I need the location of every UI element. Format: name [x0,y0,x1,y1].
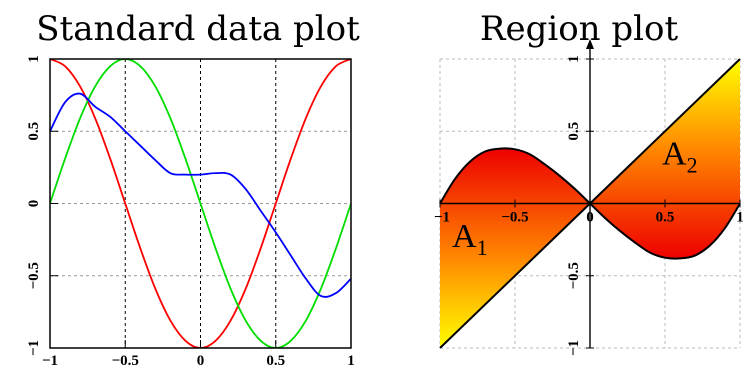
right-y-tick-label: −1 [566,340,582,356]
left-y-tick-label: −1 [26,340,42,356]
right-x-tick-label: −0.5 [501,210,528,226]
right-x-tick-label: 0.5 [656,210,675,226]
left-y-tick-label: 0 [26,200,42,208]
left-y-tick-label: 0.5 [26,122,42,141]
right-x-tick-label: −1 [434,210,450,226]
right-y-tick-label: 1 [566,55,582,63]
left-tick-labels: −1 −0.5 0 0.5 1 −1 −0.5 0 0.5 1 [26,55,355,369]
right-chart-title: Region plot [480,9,679,49]
right-x-tick-label: 1 [736,210,744,226]
right-y-tick-label: 0.5 [566,122,582,141]
right-tick-labels: −1 −0.5 0 0.5 1 −1 −0.5 0.5 1 [434,55,744,356]
region-a2 [590,59,740,259]
right-regions [439,58,741,349]
left-x-tick-label: −0.5 [112,353,139,369]
left-series-line-2 [50,59,351,348]
region-a1 [440,148,590,348]
left-chart-title: Standard data plot [36,9,360,49]
left-y-tick-label: 1 [26,55,42,63]
left-series-line-1 [50,59,351,348]
left-x-tick-label: 0 [197,353,205,369]
right-y-axis-arrow [586,39,594,49]
standard-data-plot: Standard data plot −1 −0.5 0 0.5 1 −1 −0.5 0 0.5… [26,9,360,369]
left-series-line-3 [50,92,351,298]
right-x-tick-label: 0 [586,210,594,226]
left-series-group [50,59,351,348]
left-x-tick-label: −1 [42,353,58,369]
left-x-tick-label: 1 [347,353,355,369]
right-y-tick-label: −0.5 [566,262,582,289]
left-y-tick-label: −0.5 [26,262,42,289]
left-x-tick-label: 0.5 [266,353,285,369]
